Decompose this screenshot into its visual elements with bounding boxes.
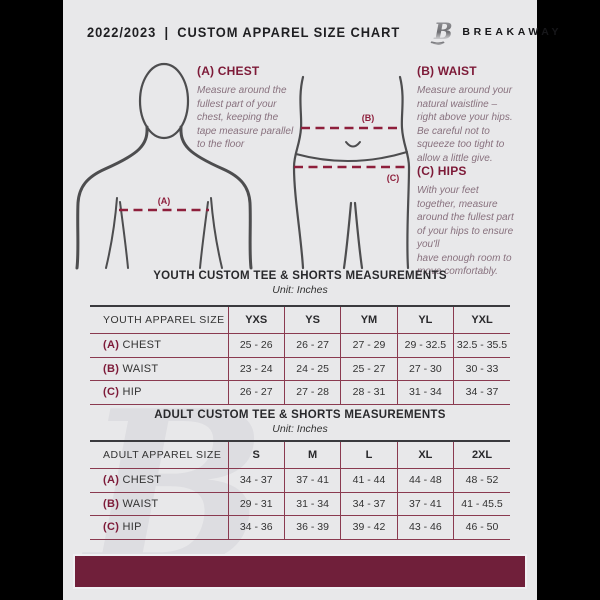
- table-cell: 30 - 33: [453, 357, 510, 381]
- content-panel: 2022/2023 | CUSTOM APPAREL SIZE CHART B: [63, 0, 559, 600]
- table-cell: 34 - 37: [453, 380, 510, 405]
- adult-chest-row: (A) CHEST 34 - 37 37 - 41 41 - 44 44 - 4…: [90, 468, 510, 493]
- row-label: (B) WAIST: [90, 357, 228, 381]
- table-cell: 32.5 - 35.5: [453, 333, 510, 358]
- row-label: (A) CHEST: [90, 468, 228, 493]
- title-year: 2022/2023: [87, 24, 157, 40]
- youth-size-column-header: YOUTH APPAREL SIZE: [90, 305, 228, 334]
- adult-col-2xl: 2XL: [453, 440, 510, 469]
- table-cell: 28 - 31: [340, 380, 398, 405]
- hips-body-text: With your feet together, measure around …: [417, 185, 514, 277]
- breakaway-logo-icon: B: [429, 19, 453, 45]
- youth-waist-row: (B) WAIST 23 - 24 24 - 25 25 - 27 27 - 3…: [90, 357, 510, 381]
- adult-unit-label: Unit: Inches: [272, 423, 328, 435]
- table-cell: 41 - 45.5: [453, 492, 510, 516]
- row-label: (B) WAIST: [90, 492, 228, 516]
- adult-col-xl: XL: [396, 440, 454, 469]
- lower-body-figure: [292, 75, 411, 270]
- hips-instructions: (C) HIPS With your feet together, measur…: [417, 164, 539, 279]
- youth-col-yxs: YXS: [227, 305, 285, 334]
- table-cell: 37 - 41: [396, 492, 454, 516]
- youth-chest-row: (A) CHEST 25 - 26 26 - 27 27 - 29 29 - 3…: [90, 333, 510, 358]
- adult-waist-row: (B) WAIST 29 - 31 31 - 34 34 - 37 37 - 4…: [90, 492, 510, 516]
- table-cell: 41 - 44: [340, 468, 398, 493]
- adult-col-m: M: [283, 440, 341, 469]
- table-cell: 25 - 27: [340, 357, 398, 381]
- title-text: CUSTOM APPAREL SIZE CHART: [177, 24, 401, 40]
- adult-size-column-header: ADULT APPAREL SIZE: [90, 440, 228, 469]
- chest-body-text: Measure around the fullest part of your …: [197, 85, 294, 150]
- youth-unit-label: Unit: Inches: [272, 284, 328, 296]
- table-cell: 48 - 52: [453, 468, 510, 493]
- table-cell: 46 - 50: [453, 515, 510, 540]
- adult-header-row: ADULT APPAREL SIZE S M L XL 2XL: [90, 440, 510, 469]
- adult-size-table: ADULT APPAREL SIZE S M L XL 2XL (A) CHES…: [90, 440, 510, 540]
- youth-hip-row: (C) HIP 26 - 27 27 - 28 28 - 31 31 - 34 …: [90, 380, 510, 405]
- youth-col-ym: YM: [340, 305, 398, 334]
- row-label: (C) HIP: [90, 515, 228, 540]
- table-cell: 24 - 25: [283, 357, 341, 381]
- brand-lockup: B BREAKAWAY: [427, 18, 562, 46]
- chest-line-label: (A): [158, 196, 171, 206]
- table-cell: 31 - 34: [283, 492, 341, 516]
- table-cell: 39 - 42: [340, 515, 398, 540]
- footer-accent-bar: [73, 554, 527, 589]
- table-cell: 25 - 26: [227, 333, 285, 358]
- adult-col-s: S: [227, 440, 285, 469]
- table-cell: 23 - 24: [227, 357, 285, 381]
- waist-instructions: (B) WAIST Measure around your natural wa…: [417, 64, 537, 165]
- waist-body-text: Measure around your natural waistline – …: [417, 85, 513, 164]
- table-cell: 26 - 27: [227, 380, 285, 405]
- youth-col-yl: YL: [396, 305, 454, 334]
- torso-figure: [75, 62, 253, 270]
- table-cell: 34 - 37: [227, 468, 285, 493]
- row-label: (A) CHEST: [90, 333, 228, 358]
- page-header: 2022/2023 | CUSTOM APPAREL SIZE CHART B: [87, 18, 559, 46]
- table-cell: 34 - 36: [227, 515, 285, 540]
- measurement-diagrams: (A) (B) (C): [75, 62, 411, 270]
- table-cell: 26 - 27: [283, 333, 341, 358]
- logo-letter: B: [433, 19, 453, 45]
- table-cell: 37 - 41: [283, 468, 341, 493]
- brand-name: BREAKAWAY: [462, 26, 563, 38]
- waist-line-label: (B): [362, 113, 375, 123]
- youth-header-row: YOUTH APPAREL SIZE YXS YS YM YL YXL: [90, 305, 510, 334]
- table-cell: 36 - 39: [283, 515, 341, 540]
- table-cell: 27 - 30: [396, 357, 454, 381]
- table-cell: 31 - 34: [396, 380, 454, 405]
- hips-line-label: (C): [387, 173, 400, 183]
- page-title: 2022/2023 | CUSTOM APPAREL SIZE CHART: [87, 24, 400, 40]
- chest-instructions: (A) CHEST Measure around the fullest par…: [197, 64, 319, 152]
- table-cell: 29 - 31: [227, 492, 285, 516]
- adult-hip-row: (C) HIP 34 - 36 36 - 39 39 - 42 43 - 46 …: [90, 515, 510, 540]
- measurement-dashed-lines: [119, 126, 409, 212]
- title-separator: |: [164, 24, 169, 40]
- adult-col-l: L: [340, 440, 398, 469]
- table-cell: 27 - 29: [340, 333, 398, 358]
- table-cell: 43 - 46: [396, 515, 454, 540]
- hips-heading: (C) HIPS: [417, 164, 467, 178]
- adult-section-title: ADULT CUSTOM TEE & SHORTS MEASUREMENTS: [154, 409, 446, 421]
- youth-section-title: YOUTH CUSTOM TEE & SHORTS MEASUREMENTS: [153, 270, 447, 282]
- youth-col-yxl: YXL: [453, 305, 510, 334]
- table-cell: 27 - 28: [283, 380, 341, 405]
- table-cell: 34 - 37: [340, 492, 398, 516]
- youth-size-table: YOUTH APPAREL SIZE YXS YS YM YL YXL (A) …: [90, 305, 510, 405]
- row-label: (C) HIP: [90, 380, 228, 405]
- waist-heading: (B) WAIST: [417, 64, 477, 78]
- table-cell: 44 - 48: [396, 468, 454, 493]
- youth-col-ys: YS: [283, 305, 341, 334]
- table-cell: 29 - 32.5: [396, 333, 454, 358]
- chest-heading: (A) CHEST: [197, 64, 260, 78]
